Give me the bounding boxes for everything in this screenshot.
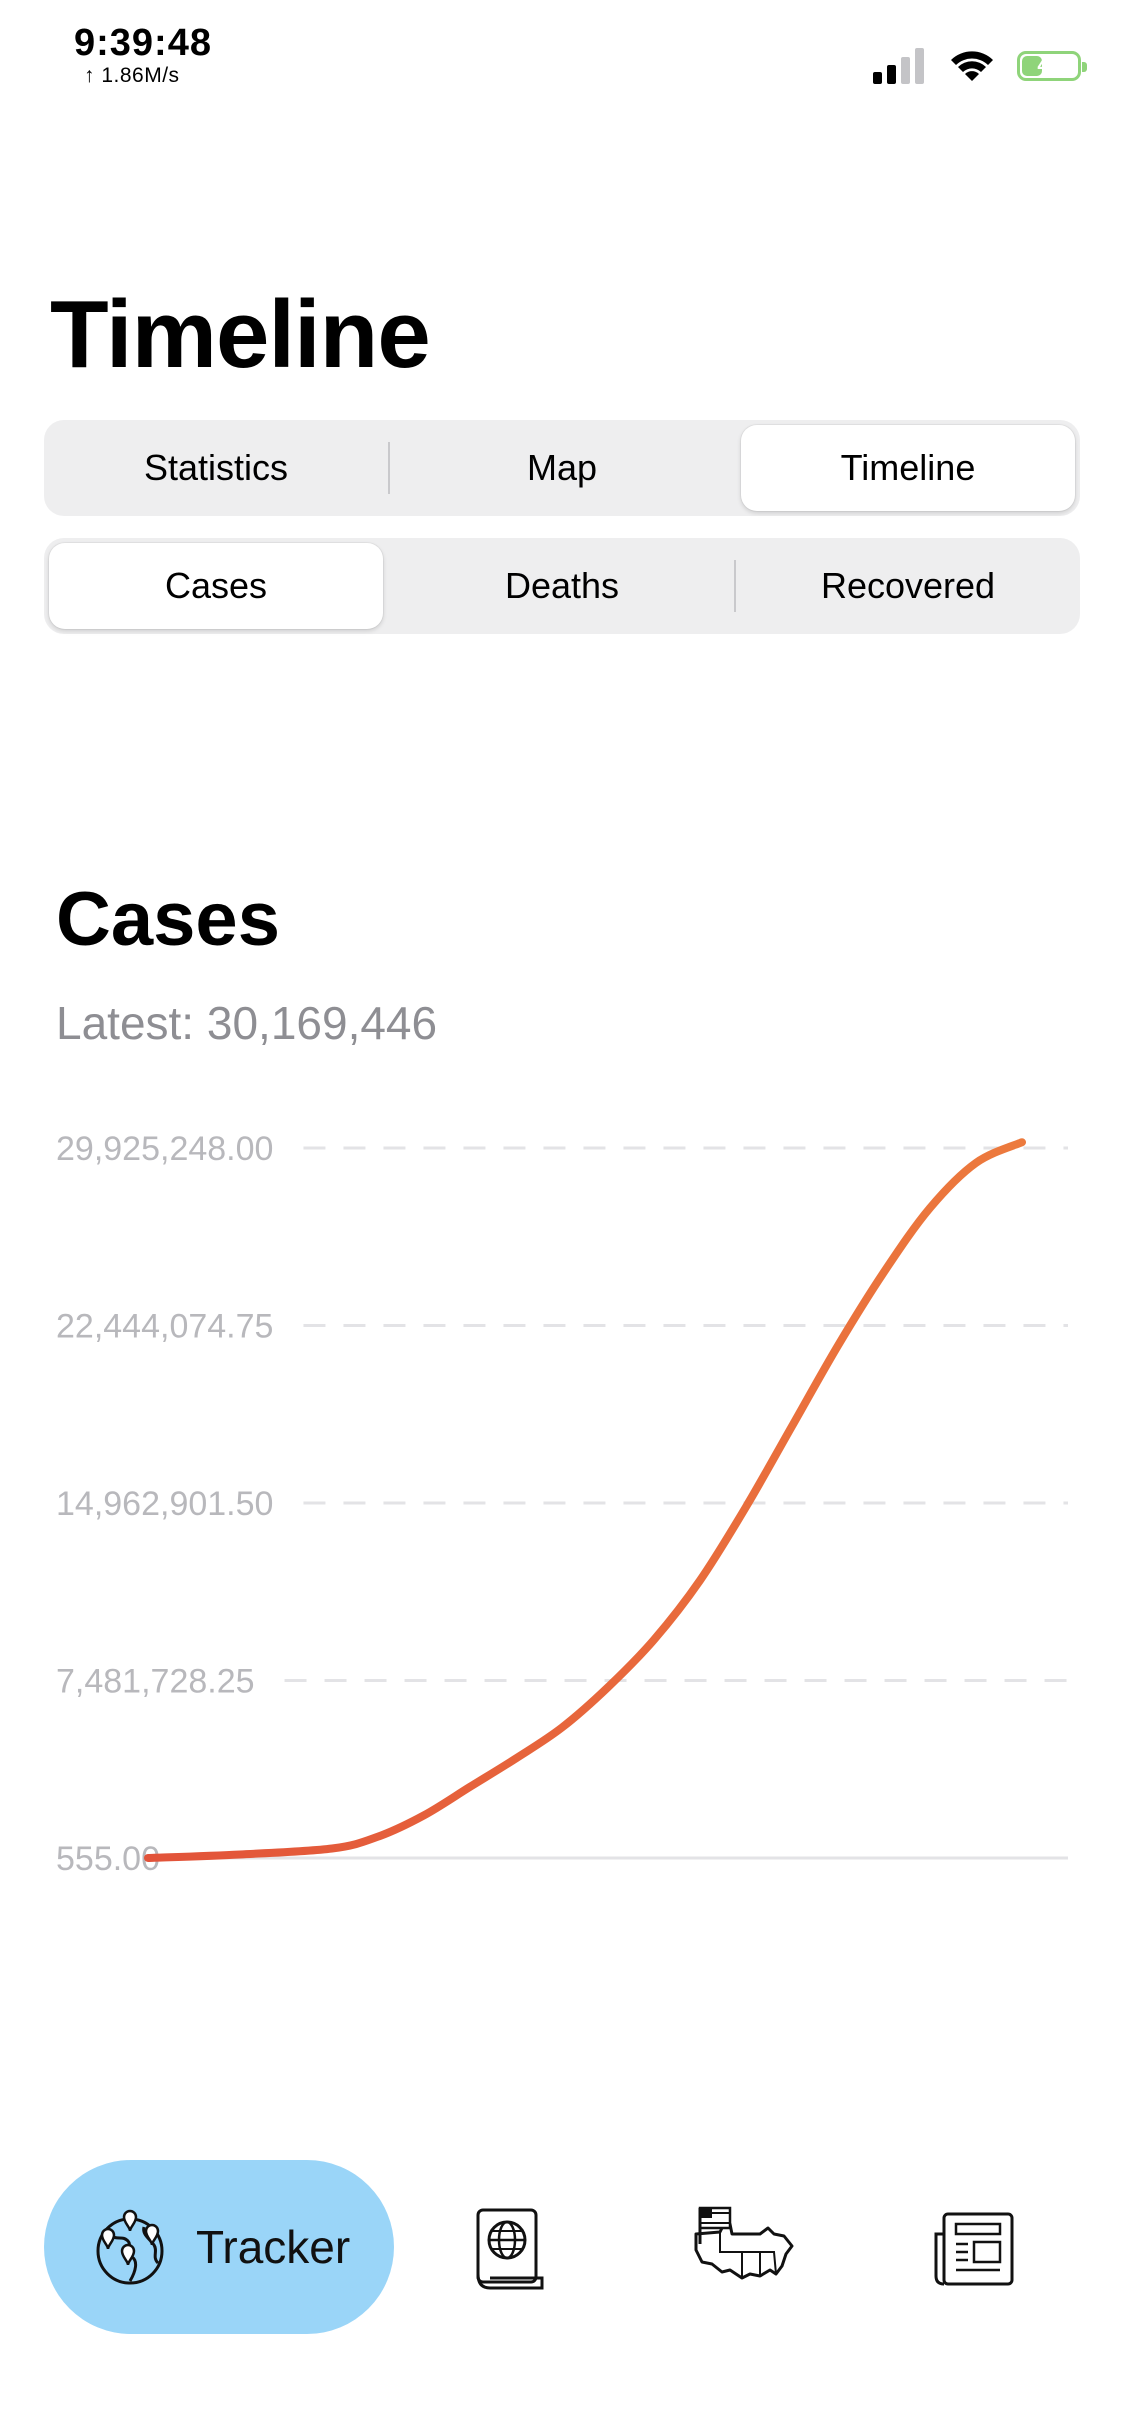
tab-recovered-label: Recovered xyxy=(820,565,996,606)
primary-segmented-control: Statistics Map Timeline xyxy=(44,420,1080,516)
y-tick-label: 7,481,728.25 xyxy=(56,1663,255,1701)
battery-fill xyxy=(1022,56,1042,76)
newspaper-icon[interactable] xyxy=(930,2204,1020,2294)
tab-statistics-label: Statistics xyxy=(143,447,289,488)
wifi-icon xyxy=(951,51,993,81)
cellular-signal-icon xyxy=(873,48,924,84)
battery-level: 41 xyxy=(1037,54,1061,77)
segment-divider xyxy=(388,442,390,494)
y-tick-label: 29,925,248.00 xyxy=(56,1130,273,1168)
tab-cases-label: Cases xyxy=(164,565,268,606)
battery-cap xyxy=(1082,62,1087,72)
status-indicators: 41 xyxy=(873,48,1087,84)
tab-recovered[interactable]: Recovered xyxy=(741,543,1075,629)
y-tick-label: 14,962,901.50 xyxy=(56,1485,273,1523)
tab-map-label: Map xyxy=(526,447,598,488)
tab-statistics[interactable]: Statistics xyxy=(49,425,383,511)
status-time: 9:39:48 xyxy=(74,22,212,64)
segment-divider xyxy=(734,560,736,612)
tab-map[interactable]: Map xyxy=(395,425,729,511)
usa-map-icon[interactable] xyxy=(690,2204,800,2294)
chart-latest-value: Latest: 30,169,446 xyxy=(56,997,438,1049)
bottom-tab-bar: Tracker xyxy=(0,2160,1125,2340)
tab-deaths[interactable]: Deaths xyxy=(395,543,729,629)
battery-icon: 41 xyxy=(1017,51,1087,81)
tab-deaths-label: Deaths xyxy=(504,565,620,606)
y-tick-label: 555.00 xyxy=(56,1840,160,1878)
passport-icon[interactable] xyxy=(464,2204,554,2294)
chart-title: Cases xyxy=(56,877,280,962)
metric-segmented-control: Cases Deaths Recovered xyxy=(44,538,1080,634)
cases-series-line xyxy=(144,1138,1026,1862)
tab-timeline[interactable]: Timeline xyxy=(741,425,1075,511)
page-title: Timeline xyxy=(50,281,431,388)
tab-tracker-label: Tracker xyxy=(196,2221,351,2273)
tab-cases[interactable]: Cases xyxy=(49,543,383,629)
network-speed: ↑ 1.86M/s xyxy=(84,64,180,87)
globe-pins-icon xyxy=(96,2209,164,2285)
tab-tracker[interactable]: Tracker xyxy=(44,2160,394,2334)
cases-line-chart: 555.00 7,481,728.25 14,962,901.50 22,444,07… xyxy=(56,1130,1068,1878)
tab-timeline-label: Timeline xyxy=(840,447,976,488)
y-tick-label: 22,444,074.75 xyxy=(56,1308,273,1346)
